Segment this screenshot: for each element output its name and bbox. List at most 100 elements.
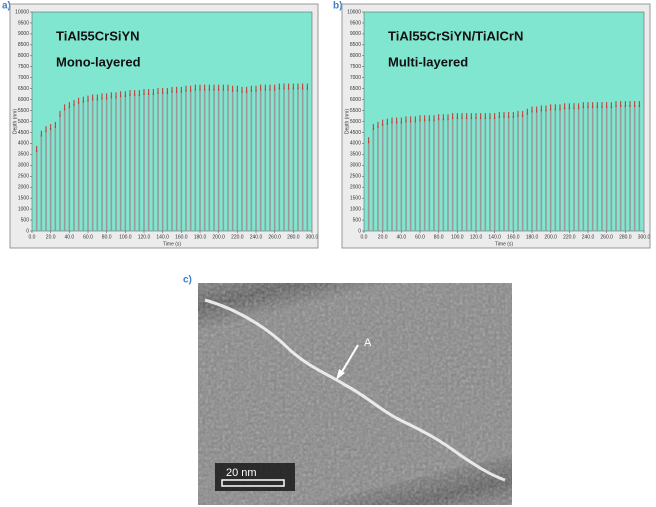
bar: [54, 125, 57, 231]
y-tick-label: 4500: [350, 130, 361, 136]
bar: [615, 105, 617, 231]
x-tick-label: 160.0: [507, 234, 520, 240]
bar: [194, 88, 197, 232]
bar: [405, 120, 407, 231]
bar: [456, 117, 459, 231]
x-tick-label: 160.0: [175, 234, 188, 240]
y-tick-label: 9500: [18, 20, 29, 26]
bar: [428, 119, 431, 231]
bar: [287, 87, 290, 232]
bar: [517, 114, 519, 231]
bar: [451, 117, 454, 231]
x-tick-label: 60.0: [83, 234, 93, 240]
bar: [227, 88, 229, 232]
bar: [208, 88, 211, 232]
bar: [101, 97, 103, 231]
x-tick-label: 40.0: [64, 234, 74, 240]
bar: [507, 116, 510, 231]
y-tick-label: 8000: [350, 53, 361, 59]
x-axis-label: Time (s): [163, 241, 181, 247]
x-tick-label: 80.0: [102, 234, 112, 240]
x-tick-label: 200.0: [544, 234, 557, 240]
bar: [573, 107, 575, 231]
annotation: Multi-layered: [388, 54, 468, 69]
y-tick-label: 1000: [350, 206, 361, 212]
x-tick-label: 0.0: [29, 234, 36, 240]
y-tick-label: 2000: [18, 185, 29, 191]
y-tick-label: 8500: [18, 42, 29, 48]
bar: [400, 121, 403, 231]
bar: [549, 108, 552, 231]
bar: [381, 123, 384, 231]
bar: [629, 105, 631, 231]
bar: [577, 107, 580, 231]
bar: [423, 119, 426, 231]
arrow: [339, 344, 359, 376]
x-tick-label: 100.0: [119, 234, 132, 240]
bar: [306, 87, 309, 232]
bar: [138, 94, 141, 231]
y-tick-label: 2000: [350, 185, 361, 191]
chart: 0 500 1000 1500 2000 2500 3000 3500 4000 4500 5000…: [341, 3, 651, 249]
x-tick-label: 220.0: [563, 234, 576, 240]
bar: [35, 149, 38, 231]
y-tick-label: 5500: [350, 108, 361, 114]
bar: [250, 89, 253, 232]
bar: [367, 141, 370, 231]
bar: [245, 90, 248, 231]
bar: [559, 108, 561, 231]
crack: [204, 298, 506, 482]
bar: [124, 95, 127, 231]
bar: [166, 91, 169, 231]
x-tick-label: 180.0: [194, 234, 207, 240]
y-tick-label: 4500: [18, 130, 29, 136]
bar: [554, 108, 557, 231]
y-tick-label: 7500: [350, 64, 361, 70]
y-tick-label: 5500: [18, 108, 29, 114]
y-tick-label: 9000: [350, 31, 361, 37]
y-tick-label: 9500: [350, 20, 361, 26]
arrow-head: [336, 369, 345, 380]
x-tick-label: 60.0: [415, 234, 425, 240]
bar: [377, 125, 379, 231]
y-tick-label: 9000: [18, 31, 29, 37]
bar: [203, 88, 206, 232]
bar: [587, 106, 589, 231]
bar: [185, 89, 187, 232]
y-tick-label: 500: [353, 217, 362, 223]
image-label: A: [364, 337, 372, 349]
bar: [301, 87, 304, 232]
bar: [199, 88, 201, 232]
bar: [171, 90, 173, 231]
bar: [241, 90, 243, 231]
bar: [259, 88, 262, 232]
y-tick-label: 3000: [18, 163, 29, 169]
scale-label: 20 nm: [226, 467, 257, 479]
x-tick-label: 200.0: [212, 234, 225, 240]
bar: [433, 119, 435, 231]
annotation: TiAl55CrSiYN: [56, 28, 140, 43]
bar: [222, 88, 225, 232]
bar: [161, 91, 164, 231]
y-tick-label: 0: [26, 228, 29, 234]
y-tick-label: 2500: [350, 174, 361, 180]
bar: [521, 114, 524, 231]
bar: [59, 114, 61, 231]
bar: [292, 87, 295, 232]
bar: [231, 89, 234, 232]
y-tick-label: 6500: [18, 86, 29, 92]
bar: [470, 117, 473, 231]
bar: [568, 107, 571, 231]
x-tick-label: 0.0: [361, 234, 368, 240]
bar: [493, 117, 496, 231]
bar: [465, 117, 468, 231]
bar: [115, 96, 117, 231]
bar: [545, 109, 547, 231]
bar: [236, 89, 239, 232]
bar: [73, 103, 75, 231]
bar: [255, 89, 257, 232]
bar: [278, 87, 281, 232]
y-tick-label: 1500: [18, 195, 29, 201]
x-axis-label: Time (s): [495, 241, 513, 247]
